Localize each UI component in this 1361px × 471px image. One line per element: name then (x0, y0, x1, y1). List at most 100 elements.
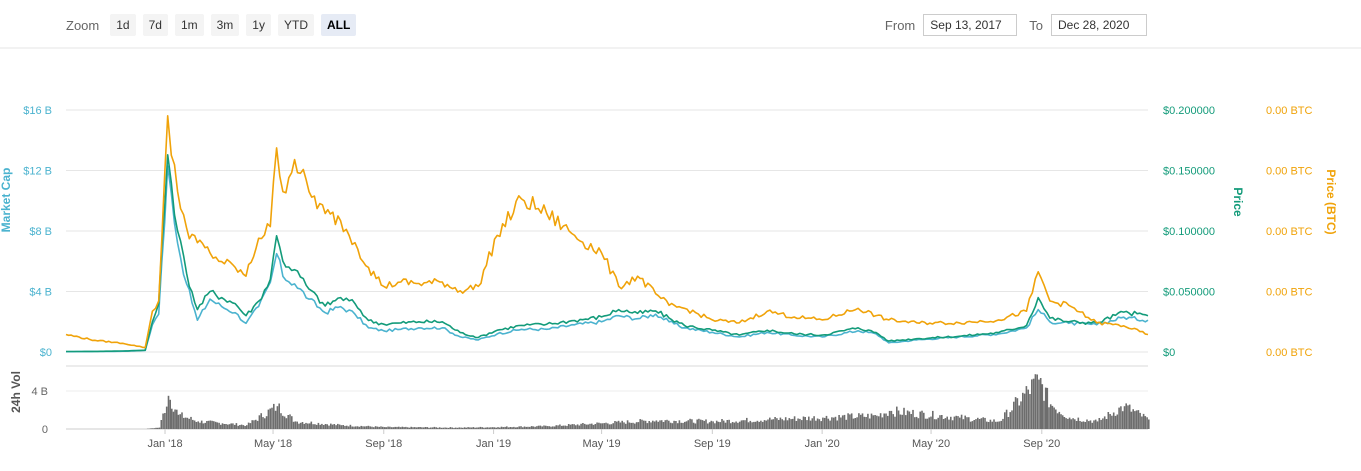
volume-bar (449, 427, 452, 429)
volume-bar (587, 424, 589, 429)
volume-bar (437, 427, 439, 429)
volume-bar (699, 419, 702, 429)
volume-bar (235, 423, 238, 429)
volume-bar (806, 420, 808, 429)
volume-bar (942, 419, 945, 429)
volume-bar (662, 422, 665, 429)
volume-bar (321, 423, 323, 429)
volume-bar (1067, 418, 1069, 429)
volume-bar (477, 427, 480, 429)
zoom-1d-button[interactable]: 1d (110, 14, 136, 36)
volume-bar (1020, 401, 1022, 429)
volume-bar (944, 418, 947, 429)
zoom-7d-button[interactable]: 7d (142, 14, 168, 36)
zoom-3m-button[interactable]: 3m (210, 14, 240, 36)
volume-bar (463, 427, 466, 429)
volume-bar (506, 426, 508, 429)
volume-bar (854, 418, 857, 429)
volume-bar (337, 423, 339, 429)
volume-bar (226, 424, 229, 429)
volume-bar (419, 427, 421, 429)
volume-bar (583, 423, 586, 429)
volume-bar (998, 421, 1001, 429)
volume-bar (982, 417, 984, 429)
volume-bar (827, 418, 830, 429)
volume-bar (1125, 403, 1127, 429)
volume-bar (213, 421, 215, 429)
volume-bar (897, 410, 900, 429)
volume-bar (239, 425, 241, 429)
volume-bar (811, 418, 814, 429)
volume-bar (390, 427, 393, 429)
volume-bar (644, 420, 647, 429)
volume-bar (655, 420, 658, 429)
volume-bar (705, 419, 707, 429)
zoom-1y-button[interactable]: 1y (246, 14, 271, 36)
volume-bar (867, 413, 869, 429)
volume-bar (406, 427, 409, 429)
volume-bar (643, 420, 645, 429)
volume-bar (894, 416, 896, 429)
volume-bar (1070, 419, 1073, 429)
volume-bar (948, 419, 950, 429)
volume-bar (815, 420, 817, 429)
volume-bar (169, 399, 171, 429)
volume-bar (885, 413, 887, 429)
volume-bar (365, 426, 368, 429)
volume-bar (374, 426, 377, 429)
x-tick-label: May '18 (254, 438, 292, 450)
volume-bar (924, 418, 927, 429)
volume-bar (162, 413, 164, 429)
volume-bar (550, 426, 552, 429)
volume-bar (460, 427, 462, 429)
volume-bar (858, 413, 860, 429)
volume-bar (682, 422, 684, 429)
volume-bar (840, 417, 842, 429)
volume-bar (396, 426, 398, 429)
to-date-input[interactable] (1051, 14, 1147, 36)
volume-bar (912, 409, 914, 429)
volume-bar (401, 426, 404, 429)
market-cap-line[interactable] (66, 165, 1149, 353)
price-line[interactable] (66, 154, 1149, 353)
volume-bar (808, 416, 810, 429)
volume-bar (491, 427, 494, 429)
volume-bar (453, 427, 455, 429)
volume-bar (646, 423, 649, 429)
volume-bar (392, 427, 395, 429)
zoom-ytd-button[interactable]: YTD (277, 14, 314, 36)
volume-bar (652, 420, 654, 429)
volume-bar (776, 418, 778, 429)
volume-bar (657, 421, 659, 429)
volume-bar (823, 417, 826, 429)
volume-bar (430, 427, 432, 429)
volume-bar (746, 417, 748, 429)
volume-bar (1081, 421, 1083, 429)
volume-bar (926, 418, 929, 429)
zoom-all-button[interactable]: ALL (320, 14, 357, 36)
volume-bar (232, 423, 234, 429)
volume-bar (598, 422, 600, 429)
volume-bar (692, 422, 695, 429)
volume-bar (659, 420, 661, 429)
volume-bar (1063, 417, 1066, 429)
volume-bar (1002, 418, 1004, 429)
zoom-1m-button[interactable]: 1m (174, 14, 204, 36)
volume-bar (914, 417, 916, 429)
volume-bar (899, 414, 902, 429)
price-btc-tick-label: 0.00 BTC (1266, 287, 1313, 299)
price-tick-label: $0.150000 (1163, 166, 1215, 178)
from-date-input[interactable] (923, 14, 1018, 36)
volume-bar (790, 419, 792, 429)
volume-bar (760, 420, 762, 429)
volume-bar (1111, 415, 1113, 429)
price-btc-line[interactable] (65, 115, 1149, 349)
volume-bar (616, 421, 618, 429)
volume-bar (467, 427, 469, 429)
volume-bar (984, 417, 986, 429)
volume-bar (484, 427, 487, 429)
volume-bar (195, 422, 198, 429)
volume-bar (582, 423, 584, 429)
volume-bar (1141, 416, 1143, 429)
